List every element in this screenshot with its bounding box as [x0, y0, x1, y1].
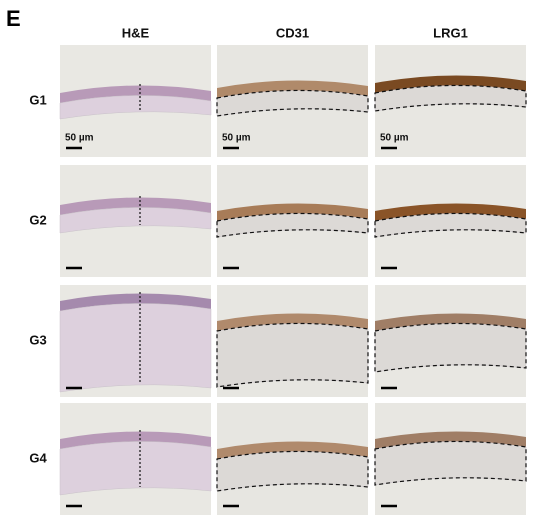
- histology-image: [59, 403, 212, 515]
- stroma: [59, 303, 212, 393]
- histology-image: [59, 165, 212, 277]
- tissue-layer: [375, 431, 526, 449]
- tissue-layer: [375, 313, 526, 331]
- tissue-layer: [375, 203, 526, 221]
- tissue-layer: [60, 293, 211, 311]
- region-outline: [374, 84, 527, 112]
- stroma: [216, 323, 369, 388]
- row-label: G1: [29, 92, 46, 107]
- histology-image: [374, 285, 527, 397]
- region-outline: [216, 212, 369, 238]
- tissue-layer: [60, 197, 211, 215]
- tissue-layer: [60, 431, 211, 449]
- stroma: [59, 95, 212, 120]
- row-label: G4: [29, 450, 47, 465]
- histology-image: 50 µm: [59, 45, 212, 157]
- stroma: [59, 441, 212, 496]
- tissue-layer: [217, 441, 368, 459]
- panel-label: E: [6, 6, 21, 31]
- column-header: H&E: [122, 25, 150, 40]
- region-outline: [216, 322, 369, 388]
- region-outline: [374, 440, 527, 486]
- scale-bar-label: 50 µm: [380, 133, 409, 144]
- tissue-layer: [375, 75, 526, 93]
- scale-bar-label: 50 µm: [222, 133, 251, 144]
- histology-image: [216, 165, 369, 277]
- histology-image: [374, 165, 527, 277]
- region-outline: [374, 212, 527, 238]
- region-outline: [374, 322, 527, 373]
- scale-bar-label: 50 µm: [65, 133, 94, 144]
- tissue-layer: [60, 85, 211, 103]
- histology-image: [216, 285, 369, 397]
- row-label: G2: [29, 212, 46, 227]
- column-header: LRG1: [433, 25, 468, 40]
- tissue-layer: [217, 80, 368, 98]
- row-label: G3: [29, 332, 46, 347]
- histology-image: [216, 403, 369, 515]
- histology-image: [59, 285, 212, 397]
- tissue-layer: [217, 313, 368, 331]
- histology-image: 50 µm: [216, 45, 369, 157]
- stroma: [59, 207, 212, 234]
- region-outline: [216, 450, 369, 492]
- region-outline: [216, 89, 369, 117]
- histology-image: 50 µm: [374, 45, 527, 157]
- histology-image: [374, 403, 527, 515]
- tissue-layer: [217, 203, 368, 221]
- column-header: CD31: [276, 25, 309, 40]
